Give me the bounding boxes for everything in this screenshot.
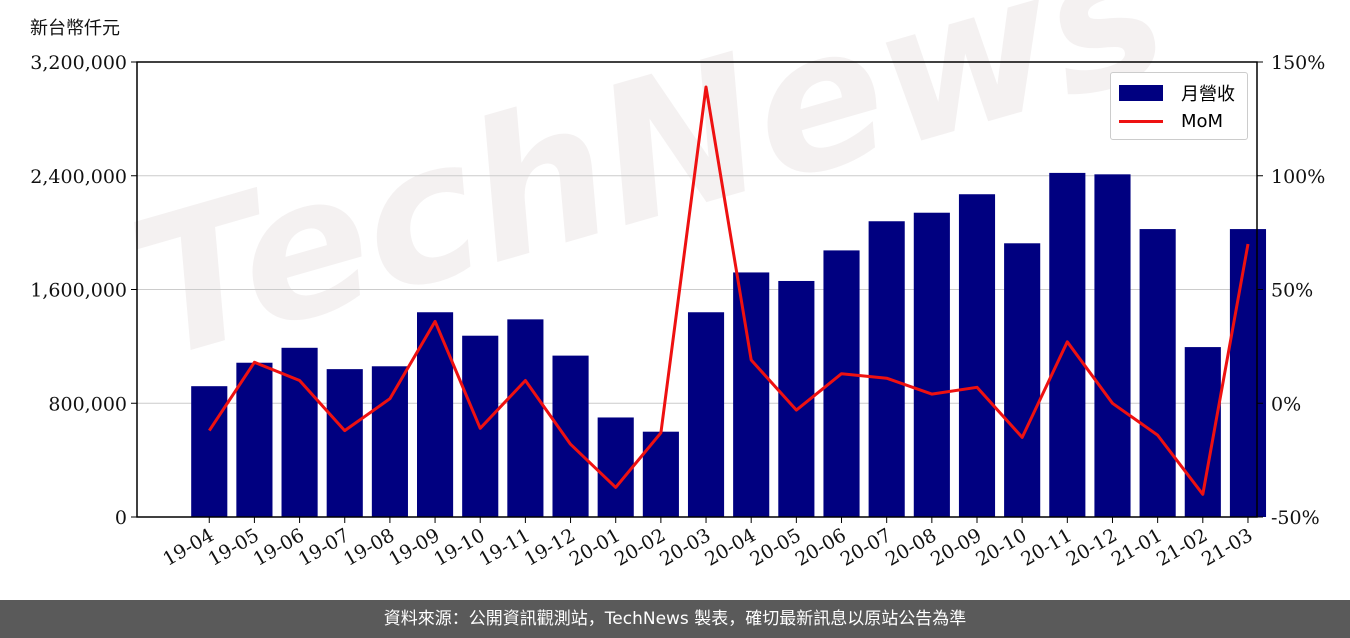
x-tick-label: 19-04 [159, 524, 217, 570]
left-tick-label: 0 [115, 507, 127, 529]
x-tick-label: 20-03 [656, 524, 714, 570]
left-tick-label: 800,000 [48, 393, 127, 415]
legend-item-line: MoM [1119, 109, 1223, 133]
legend-line-label: MoM [1181, 110, 1224, 132]
legend-bar-swatch [1119, 85, 1163, 101]
bar-19-04 [191, 386, 228, 517]
bar-20-02 [642, 431, 679, 517]
x-tick-label: 19-06 [250, 524, 308, 570]
x-tick-label: 21-02 [1153, 524, 1211, 570]
bar-21-03 [1229, 229, 1267, 517]
x-tick-label: 19-09 [385, 524, 443, 570]
x-tick-label: 20-07 [837, 524, 895, 570]
left-axis-ticks: 0 800,000 1,600,000 2,400,000 3,200,000 [30, 52, 137, 529]
x-tick-label: 19-10 [430, 524, 488, 570]
right-tick-label: 50% [1271, 280, 1313, 302]
x-tick-label: 20-09 [927, 524, 985, 570]
bar-19-07 [326, 369, 363, 517]
x-tick-label: 19-11 [475, 524, 533, 570]
bar-19-12 [552, 355, 589, 517]
revenue-chart: 0 800,000 1,600,000 2,400,000 3,200,000 -50%… [30, 52, 1325, 571]
x-tick-label: 20-08 [882, 524, 940, 570]
bar-21-01 [1139, 229, 1176, 517]
right-axis-ticks: -50% 0% 50% 100% 150% [1257, 52, 1325, 529]
x-tick-label: 19-12 [521, 524, 579, 570]
bar-20-12 [1094, 174, 1131, 517]
left-tick-label: 2,400,000 [30, 166, 127, 188]
x-tick-label: 21-01 [1108, 524, 1166, 570]
x-tick-label: 20-01 [566, 524, 624, 570]
bar-20-04 [733, 272, 770, 517]
x-tick-label: 19-05 [204, 524, 262, 570]
mom-line [208, 85, 1250, 496]
legend-bar-label: 月營收 [1181, 84, 1235, 105]
bar-20-09 [958, 194, 996, 517]
mom-line-series [208, 85, 1250, 496]
x-tick-label: 19-07 [295, 524, 353, 570]
y-axis-unit-label: 新台幣仟元 [30, 18, 120, 39]
left-tick-label: 1,600,000 [30, 280, 127, 302]
bar-19-08 [371, 366, 408, 517]
left-tick-label: 3,200,000 [30, 52, 127, 74]
x-tick-label: 20-06 [792, 524, 850, 570]
x-axis-ticks: 19-0419-0519-0619-0719-0819-0919-1019-11… [159, 517, 1256, 571]
x-tick-label: 20-11 [1017, 524, 1075, 570]
bar-19-06 [281, 347, 318, 517]
bar-19-11 [507, 319, 544, 517]
legend-item-bar: 月營收 [1119, 81, 1235, 105]
bar-20-07 [868, 221, 905, 517]
bar-20-08 [913, 212, 950, 517]
right-tick-label: 150% [1271, 52, 1325, 74]
x-tick-label: 20-10 [972, 524, 1030, 570]
chart-legend: 月營收 MoM [1110, 72, 1248, 140]
x-tick-label: 20-05 [746, 524, 804, 570]
x-tick-label: 20-02 [611, 524, 669, 570]
source-footer: 資料來源：公開資訊觀測站，TechNews 製表，確切最新訊息以原站公告為準 [0, 600, 1350, 638]
bar-20-03 [687, 312, 725, 517]
bar-20-01 [597, 417, 634, 517]
legend-line-swatch [1119, 119, 1163, 123]
bar-20-10 [1004, 243, 1041, 517]
right-tick-label: -50% [1271, 507, 1320, 529]
right-tick-label: 100% [1271, 166, 1325, 188]
bar-19-05 [236, 362, 273, 517]
x-tick-label: 20-12 [1063, 524, 1121, 570]
x-tick-label: 21-03 [1198, 524, 1256, 570]
x-tick-label: 20-04 [701, 524, 759, 570]
right-tick-label: 0% [1271, 393, 1301, 415]
x-tick-label: 19-08 [340, 524, 398, 570]
